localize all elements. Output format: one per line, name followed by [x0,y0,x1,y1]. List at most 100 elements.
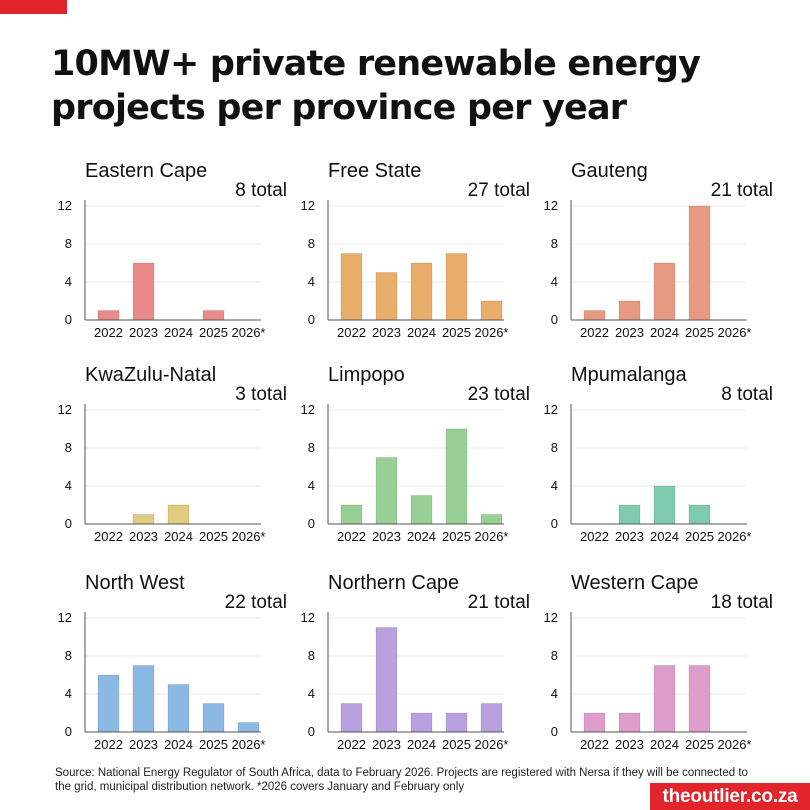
bar [445,712,468,733]
y-tick-label: 12 [58,610,72,625]
x-tick-label: 2023 [615,529,644,544]
bar [340,504,363,525]
panel-title: Western Cape [571,572,699,594]
bar [340,703,363,733]
y-tick-label: 12 [544,610,558,625]
x-tick-label: 2024 [407,737,436,752]
x-tick-label: 2026* [232,737,266,752]
panel-title: North West [85,572,185,594]
x-tick-label: 2026* [232,529,266,544]
x-tick-label: 2023 [372,529,401,544]
panel-title: KwaZulu-Natal [85,364,217,386]
y-tick-label: 12 [301,402,315,417]
bar [583,310,606,321]
x-tick-label: 2024 [164,325,193,340]
bar [480,514,503,525]
panel-total: 21 total [467,592,530,613]
y-tick-label: 12 [58,198,72,213]
panel-title: Gauteng [571,160,648,182]
y-tick-label: 8 [308,236,315,251]
y-tick-label: 8 [551,648,558,663]
x-tick-label: 2025 [685,737,714,752]
panel-total: 18 total [710,592,773,613]
x-tick-label: 2024 [407,529,436,544]
x-tick-label: 2026* [475,737,509,752]
bar [375,272,398,321]
y-tick-label: 8 [551,440,558,455]
y-tick-label: 12 [58,402,72,417]
x-tick-label: 2023 [129,529,158,544]
y-tick-label: 0 [65,516,72,531]
y-tick-label: 8 [65,236,72,251]
bar [653,262,676,321]
bar-chart: 0 4 8 12 2022 2023 2024 2025 2026* [544,402,752,544]
bar-chart: 0 4 8 12 2022 2023 2024 2025 2026* [58,198,266,340]
bar [480,300,503,321]
x-tick-label: 2024 [407,325,436,340]
x-tick-label: 2025 [199,325,228,340]
x-tick-label: 2022 [94,737,123,752]
x-tick-label: 2025 [442,529,471,544]
x-tick-label: 2024 [164,529,193,544]
x-tick-label: 2022 [94,325,123,340]
panel-title: Free State [328,160,422,182]
bar [202,703,225,733]
bar-chart: 0 4 8 12 2022 2023 2024 2025 2026* [301,610,509,752]
x-tick-label: 2022 [337,325,366,340]
y-tick-label: 0 [65,312,72,327]
y-tick-label: 0 [308,312,315,327]
y-tick-label: 0 [308,516,315,531]
bar [97,674,120,733]
y-tick-label: 4 [65,274,72,289]
x-tick-label: 2023 [615,325,644,340]
bar [688,504,711,525]
x-tick-label: 2025 [685,529,714,544]
panel-total: 3 total [235,384,287,405]
x-tick-label: 2026* [232,325,266,340]
y-tick-label: 4 [551,274,558,289]
bar [688,205,711,321]
panel-total: 8 total [235,180,287,201]
y-tick-label: 8 [308,440,315,455]
x-tick-label: 2026* [718,737,752,752]
x-tick-label: 2023 [129,737,158,752]
bar-chart: 0 4 8 12 2022 2023 2024 2025 2026* [301,198,509,340]
bar [410,495,433,525]
panel-gauteng: Gauteng 21 total 0 4 8 12 2022 2023 2024 2025 20… [544,160,806,340]
y-tick-label: 8 [308,648,315,663]
x-tick-label: 2024 [650,529,679,544]
y-tick-label: 4 [308,478,315,493]
panel-kwazulu-natal: KwaZulu-Natal 3 total 0 4 8 12 2022 2023 2024 2… [58,364,320,544]
bar [202,310,225,321]
x-tick-label: 2025 [442,737,471,752]
bar [653,665,676,733]
bar [132,665,155,733]
y-tick-label: 12 [301,610,315,625]
bar-chart: 0 4 8 12 2022 2023 2024 2025 2026* [58,402,266,544]
x-tick-label: 2025 [442,325,471,340]
panel-northern-cape: Northern Cape 21 total 0 4 8 12 2022 2023 2024… [301,572,563,752]
bar-chart: 0 4 8 12 2022 2023 2024 2025 2026* [544,198,752,340]
bar [410,262,433,321]
y-tick-label: 4 [308,274,315,289]
x-tick-label: 2025 [199,529,228,544]
bar-chart: 0 4 8 12 2022 2023 2024 2025 2026* [58,610,266,752]
y-tick-label: 8 [65,648,72,663]
bar-chart: 0 4 8 12 2022 2023 2024 2025 2026* [301,402,509,544]
bar [445,428,468,525]
x-tick-label: 2026* [718,529,752,544]
x-tick-label: 2026* [475,529,509,544]
brand-link[interactable]: theoutlier.co.za [650,783,810,810]
bar [618,300,641,321]
x-tick-label: 2023 [372,325,401,340]
panel-free-state: Free State 27 total 0 4 8 12 2022 2023 2024 202… [301,160,563,340]
y-tick-label: 12 [301,198,315,213]
panel-western-cape: Western Cape 18 total 0 4 8 12 2022 2023 2024 2… [544,572,806,752]
bar [480,703,503,733]
bar [375,627,398,733]
bar [618,712,641,733]
y-tick-label: 8 [551,236,558,251]
bar [237,722,260,733]
bar [97,310,120,321]
x-tick-label: 2022 [337,737,366,752]
